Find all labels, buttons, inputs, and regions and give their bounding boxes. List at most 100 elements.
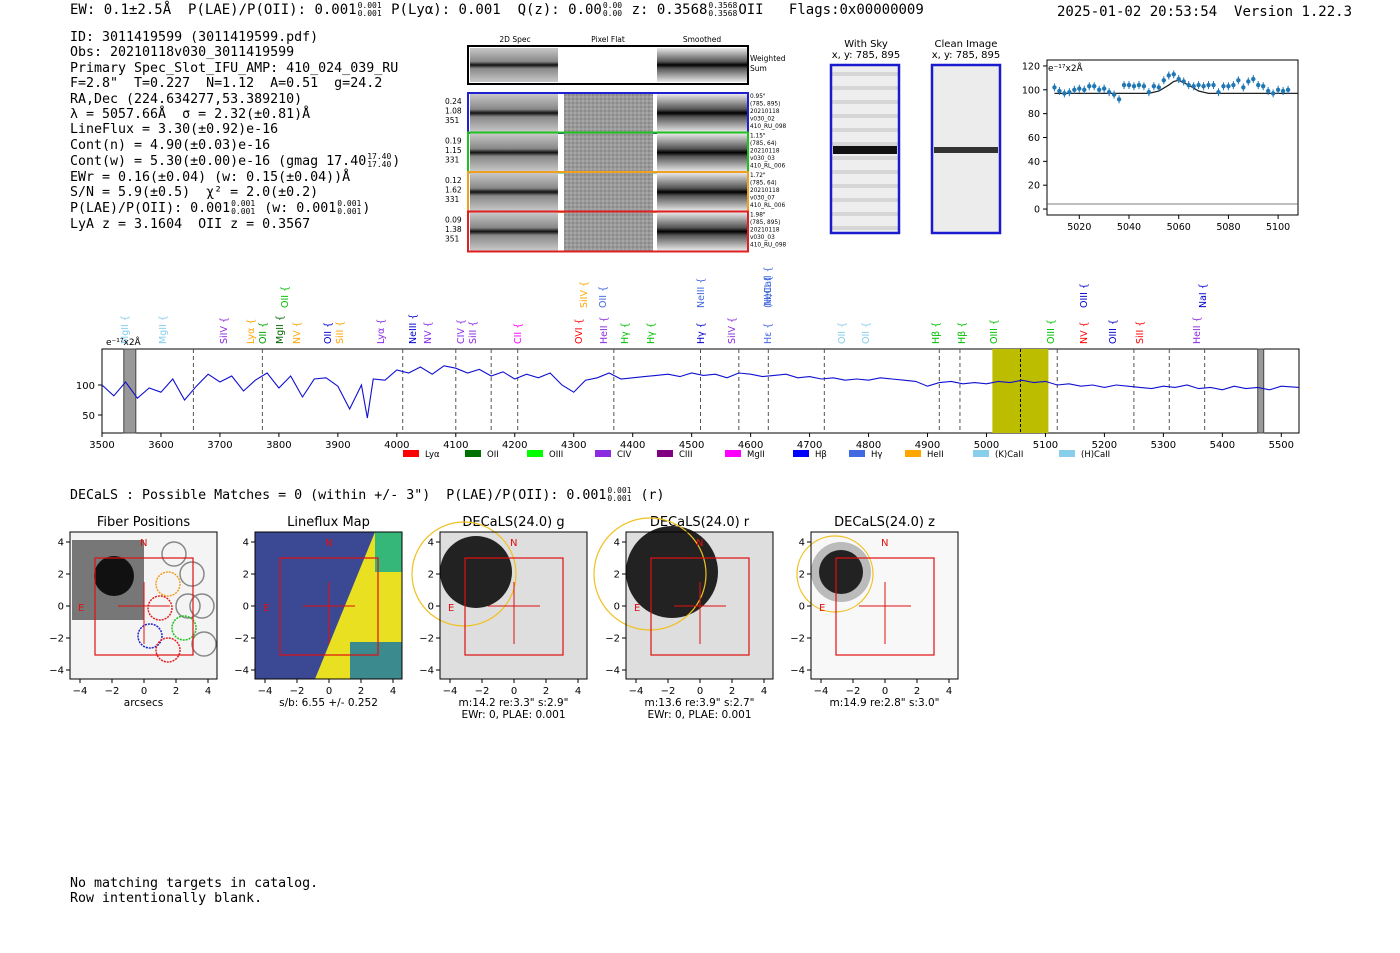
zoom-fit-line — [1054, 79, 1298, 95]
cutout-right-2-1: (785, 64) — [750, 181, 777, 187]
panel-xlabel-4: m:14.9 re:2.8" s:3.0" — [830, 697, 940, 709]
zoom-point-47 — [1285, 87, 1291, 93]
zoom-point-28 — [1191, 84, 1196, 89]
lineflux-teal-region — [350, 642, 402, 679]
spec-xtick-1: 3600 — [148, 440, 173, 451]
cutout-smooth-0 — [657, 94, 747, 132]
header-ew: EW: 0.1±2.5Å — [70, 2, 172, 18]
line-label-4: OII { — [258, 322, 269, 344]
spec-xtick-12: 4700 — [797, 440, 822, 451]
legend-swatch-6 — [793, 450, 809, 457]
clean-xy: x, y: 785, 895 — [932, 50, 1001, 61]
spec-xtick-13: 4800 — [856, 440, 881, 451]
legend-label-3: CIV — [617, 450, 631, 460]
zoom-point-10 — [1101, 86, 1107, 91]
info-sn: S/N = 5.9(±0.5) χ² = 2.0(±0.2) — [70, 185, 319, 201]
line-label-high-2: OII { — [598, 286, 609, 308]
line-label-10: NeIII { — [408, 314, 419, 344]
zoom-point-29 — [1196, 82, 1201, 88]
panel-1-ytick-0: 4 — [243, 538, 249, 549]
zoom-ytick-2: 40 — [1028, 157, 1040, 168]
spec-xtick-4: 3900 — [325, 440, 350, 451]
zoom-xtick-1: 5040 — [1117, 222, 1141, 233]
line-label-28: NV { — [1079, 321, 1090, 344]
compass-n-1: N — [325, 538, 332, 549]
header-flags: Flags:0x00000009 — [788, 2, 924, 18]
cutout-left-0-2: 351 — [445, 116, 460, 125]
galaxy-ellipse-3 — [593, 517, 707, 631]
line-label-1: MgII { — [158, 315, 169, 344]
fiber-circle-7 — [155, 637, 181, 663]
panel-0-xtick-4: 4 — [205, 686, 211, 697]
line-label-high-3: NeIII { — [696, 278, 707, 308]
legend-label-4: CIII — [679, 450, 692, 460]
panel-xlabel2-2: EWr: 0, PLAE: 0.001 — [461, 709, 565, 721]
detection-info: ID: 3011419599 (3011419599.pdf) Obs: 202… — [70, 30, 400, 232]
weighted-2d — [470, 48, 558, 82]
galaxy-core-2 — [440, 536, 512, 608]
line-label-8: SiII { — [335, 321, 346, 344]
panel-2-ytick-4: −4 — [419, 666, 434, 677]
legend-swatch-5 — [725, 450, 741, 457]
with-sky-title: With Sky — [844, 39, 888, 50]
zoom-point-16 — [1131, 84, 1137, 89]
masked-region-left — [123, 348, 137, 434]
zoom-point-46 — [1280, 88, 1286, 94]
panel-0-xtick-3: 2 — [173, 686, 179, 697]
cutout-smooth-1 — [657, 133, 747, 172]
line-label-0: MgII { — [120, 315, 131, 344]
legend-label-7: Hγ — [871, 450, 882, 460]
panel-0-ytick-1: 2 — [58, 570, 64, 581]
cutout-right-0-3: v030_02 — [750, 117, 775, 123]
cutout-left-1-2: 331 — [445, 156, 460, 165]
panel-1-xtick-0: −4 — [258, 686, 273, 697]
footer-notes: No matching targets in catalog. Row inte… — [70, 876, 318, 906]
info-lambda: λ = 5057.66Å σ = 2.32(±0.81)Å — [70, 107, 311, 123]
zoom-point-7 — [1087, 84, 1092, 89]
panel-1-ytick-3: −2 — [234, 634, 249, 645]
panel-1-xtick-4: 4 — [390, 686, 396, 697]
panel-2-ytick-0: 4 — [428, 538, 434, 549]
zoom-point-42 — [1261, 84, 1266, 89]
cutout-left-3-2: 351 — [445, 235, 460, 244]
decals-summary: DECaLS : Possible Matches = 0 (within +/… — [70, 486, 665, 504]
spec-ylabel: e⁻¹⁷x2Å — [106, 336, 142, 348]
cutout-right-1-4: 410_RL_006 — [750, 164, 785, 170]
fiber-galaxy-core — [94, 556, 134, 596]
cutout-left-1-0: 0.19 — [445, 137, 462, 146]
cutout-right-1-2: 20210118 — [750, 149, 780, 155]
panel-3-ytick-0: 4 — [614, 538, 620, 549]
spec-xtick-7: 4200 — [502, 440, 527, 451]
panel-0-ytick-2: 0 — [58, 602, 64, 613]
spec-xtick-8: 4300 — [561, 440, 586, 451]
cutout-left-0-1: 1.08 — [445, 107, 462, 116]
panel-3-ytick-4: −4 — [605, 666, 620, 677]
zoom-xtick-4: 5100 — [1266, 222, 1290, 233]
cutout-right-2-0: 1.72" — [750, 173, 766, 179]
col-smoothed: Smoothed — [683, 35, 722, 44]
compass-e-4: E — [819, 603, 825, 614]
line-label-5: MgII { — [275, 315, 286, 344]
panel-3-ytick-3: −2 — [605, 634, 620, 645]
main-spectrum: e⁻¹⁷x2Å 50 100 3500 3600 3700 3800 3900 4000 41… — [76, 336, 1300, 460]
legend-swatch-10 — [1059, 450, 1075, 457]
line-label-9: Lyα { — [376, 319, 387, 344]
spec-ytick-0: 50 — [82, 411, 95, 422]
cutout-right-2-4: 410_RL_006 — [750, 203, 785, 209]
panel-xlabel-1: s/b: 6.55 +/- 0.252 — [279, 697, 378, 709]
cutout-smooth-2 — [657, 173, 747, 211]
cutout-left-3-0: 0.09 — [445, 216, 462, 225]
zoom-xtick-2: 5060 — [1167, 222, 1191, 233]
spec-xtick-15: 5000 — [974, 440, 999, 451]
cutout-left-0-0: 0.24 — [445, 97, 462, 106]
panel-1-xtick-2: 0 — [326, 686, 332, 697]
zoom-point-4 — [1072, 87, 1077, 93]
line-label-23: OII { — [861, 322, 872, 344]
panel-0-xtick-1: −2 — [105, 686, 120, 697]
zoom-point-34 — [1221, 84, 1226, 89]
header-timestamp-version: 2025-01-02 20:53:54 Version 1.22.3 — [1057, 4, 1352, 20]
line-label-17: Hγ { — [620, 322, 631, 344]
legend-label-6: Hβ — [815, 450, 827, 460]
cutout-2d-2 — [470, 173, 558, 211]
